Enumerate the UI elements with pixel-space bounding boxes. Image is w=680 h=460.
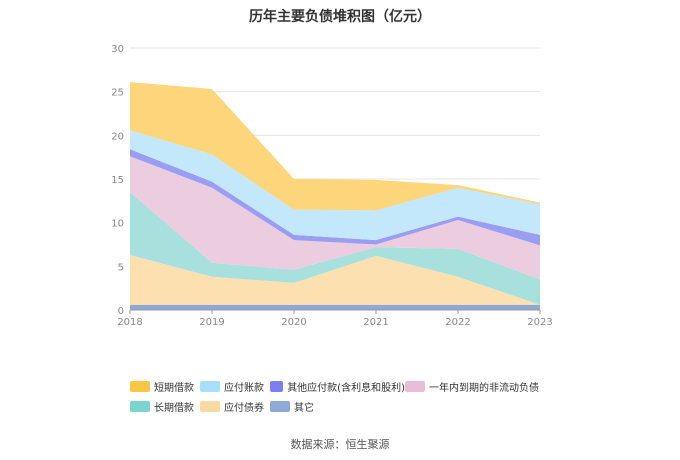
legend-label: 应付债券	[224, 402, 264, 414]
legend-item[interactable]: 一年内到期的非流动负债	[405, 379, 570, 394]
x-axis: 2018 2019 2020 2021 2022 2023	[117, 309, 553, 328]
legend-label: 长期借款	[154, 402, 194, 414]
y-tick-label: 10	[111, 219, 124, 230]
x-tick-label: 2021	[363, 317, 388, 328]
y-tick-label: 20	[111, 131, 124, 142]
y-tick-label: 25	[111, 88, 124, 99]
series-areas	[130, 82, 540, 310]
x-tick-label: 2022	[445, 317, 470, 328]
legend-label: 短期借款	[154, 382, 194, 394]
legend-swatch	[200, 400, 220, 412]
legend-swatch	[270, 400, 290, 412]
x-tick-label: 2019	[199, 317, 224, 328]
legend-row: 短期借款 应付账款 其他应付款(含利息和股利) 一年内到期的非流动负债	[130, 376, 570, 396]
y-tick-label: 0	[118, 306, 124, 317]
y-tick-label: 15	[111, 175, 124, 186]
legend-item[interactable]: 其他应付款(含利息和股利)	[270, 379, 405, 394]
legend-item[interactable]: 短期借款	[130, 379, 200, 394]
legend-label: 应付账款	[224, 382, 264, 394]
x-tick-label: 2018	[117, 317, 142, 328]
area-其它	[130, 304, 540, 310]
data-source-note: 数据来源：恒生聚源	[290, 438, 390, 451]
y-tick-label: 30	[111, 44, 124, 55]
legend-row: 长期借款 应付债券 其它	[130, 396, 570, 416]
legend-item[interactable]: 长期借款	[130, 399, 200, 414]
x-tick-label: 2020	[281, 317, 306, 328]
y-axis-ticks: 0 5 10 15 20 25 30	[111, 44, 124, 317]
legend-label: 一年内到期的非流动负债	[429, 382, 539, 394]
legend-label: 其他应付款(含利息和股利)	[287, 382, 405, 394]
legend-swatch	[405, 380, 425, 392]
legend-label: 其它	[294, 402, 314, 414]
legend-item[interactable]: 应付账款	[200, 379, 270, 394]
legend-swatch	[270, 380, 284, 392]
chart-title: 历年主要负债堆积图（亿元）	[249, 9, 431, 25]
legend-swatch	[130, 400, 150, 412]
area-应付债券	[130, 255, 540, 305]
y-tick-label: 5	[118, 262, 124, 273]
legend-swatch	[130, 380, 150, 392]
area-长期借款	[130, 192, 540, 305]
area-短期借款	[130, 82, 540, 211]
legend-swatch	[200, 380, 220, 392]
legend-item[interactable]: 应付债券	[200, 399, 270, 414]
legend: 短期借款 应付账款 其他应付款(含利息和股利) 一年内到期的非流动负债长期借款 应付债券…	[130, 376, 570, 416]
area-一年内到期的非流动负债	[130, 156, 540, 280]
area-应付账款	[130, 130, 540, 241]
legend-item[interactable]: 其它	[270, 399, 405, 414]
x-tick-label: 2023	[527, 317, 552, 328]
